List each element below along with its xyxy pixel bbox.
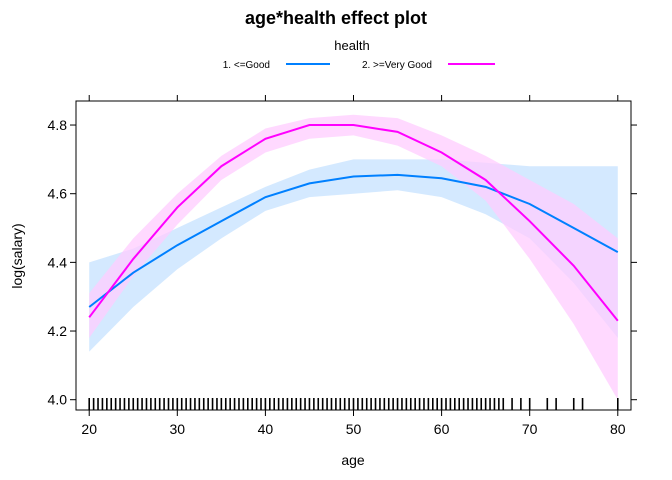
y-axis: 4.0 4.2 4.4 4.6 4.8 (48, 117, 637, 408)
effect-line-series-1 (88, 173, 619, 308)
x-tick-label: 60 (434, 421, 450, 437)
x-tick-label: 70 (522, 421, 538, 437)
y-tick-label: 4.4 (48, 254, 68, 270)
x-tick-label: 40 (258, 421, 274, 437)
legend-label-series-1: 1. <=Good (223, 60, 270, 71)
y-tick-label: 4.6 (48, 186, 68, 202)
chart-title: age*health effect plot (245, 8, 427, 28)
confidence-band-series-1 (89, 159, 618, 352)
x-tick-label: 30 (170, 421, 186, 437)
effect-lines (88, 124, 619, 322)
rug-marks (88, 398, 619, 410)
legend: 1. <=Good 2. >=Very Good (223, 60, 495, 71)
x-tick-label: 80 (610, 421, 626, 437)
y-tick-label: 4.8 (48, 117, 68, 133)
y-axis-label: log(salary) (9, 223, 25, 288)
x-axis: 20 30 40 50 60 70 80 (81, 95, 626, 437)
x-tick-label: 20 (81, 421, 97, 437)
effect-line-series-2 (88, 124, 619, 322)
y-tick-label: 4.2 (48, 323, 68, 339)
x-tick-label: 50 (346, 421, 362, 437)
confidence-bands (89, 114, 618, 400)
legend-label-series-2: 2. >=Very Good (362, 60, 432, 71)
x-axis-label: age (341, 452, 365, 468)
legend-title: health (334, 38, 369, 53)
y-tick-label: 4.0 (48, 392, 68, 408)
